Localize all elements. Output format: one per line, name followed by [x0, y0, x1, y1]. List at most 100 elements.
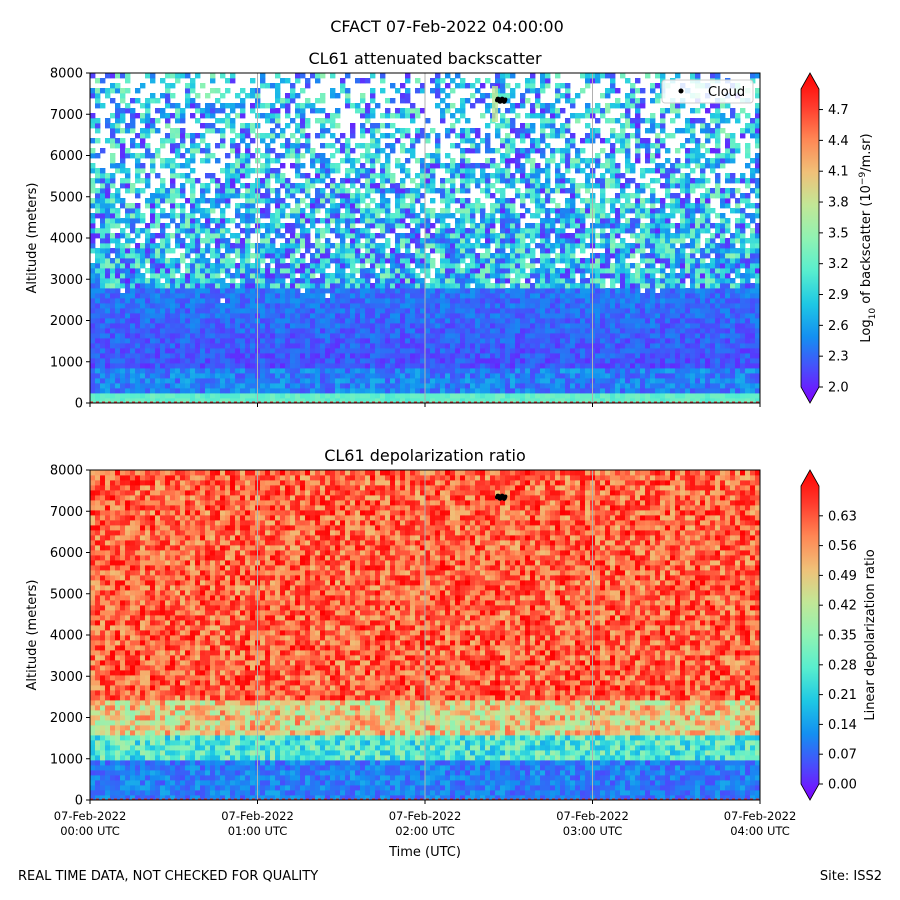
- heatmap-cell: [695, 283, 701, 289]
- heatmap-cell: [275, 318, 281, 324]
- heatmap-cell: [680, 358, 686, 364]
- heatmap-cell: [115, 243, 121, 249]
- heatmap-cell: [595, 323, 601, 329]
- heatmap-cell: [105, 288, 111, 294]
- heatmap-cell: [420, 283, 426, 289]
- heatmap-cell: [420, 258, 426, 264]
- heatmap-cell: [435, 323, 441, 329]
- heatmap-cell: [130, 373, 136, 379]
- heatmap-cell: [595, 218, 601, 224]
- heatmap-cell: [470, 368, 476, 374]
- heatmap-cell: [530, 323, 536, 329]
- heatmap-cell: [215, 308, 221, 314]
- heatmap-cell: [420, 383, 426, 389]
- heatmap-cell: [220, 313, 226, 319]
- heatmap-cell: [180, 283, 186, 289]
- heatmap-cell: [495, 398, 501, 404]
- heatmap-cell: [755, 258, 761, 264]
- heatmap-cell: [225, 283, 231, 289]
- heatmap-cell: [135, 273, 141, 279]
- heatmap-cell: [640, 293, 646, 299]
- heatmap-cell: [335, 228, 341, 234]
- heatmap-cell: [410, 233, 416, 239]
- heatmap-cell: [200, 378, 206, 384]
- heatmap-cell: [160, 248, 166, 254]
- heatmap-cell: [345, 308, 351, 314]
- heatmap-cell: [90, 313, 96, 319]
- heatmap-cell: [375, 383, 381, 389]
- heatmap-cell: [250, 348, 256, 354]
- heatmap-cell: [535, 353, 541, 359]
- heatmap-cell: [725, 303, 731, 309]
- heatmap-cell: [530, 273, 536, 279]
- heatmap-cell: [210, 353, 216, 359]
- heatmap-cell: [90, 298, 96, 304]
- heatmap-cell: [495, 253, 501, 259]
- heatmap-cell: [405, 273, 411, 279]
- heatmap-cell: [420, 293, 426, 299]
- heatmap-cell: [660, 238, 666, 244]
- heatmap-cell: [475, 208, 481, 214]
- heatmap-cell: [370, 393, 376, 399]
- heatmap-cell: [160, 303, 166, 309]
- heatmap-cell: [660, 203, 666, 209]
- heatmap-cell: [545, 253, 551, 259]
- heatmap-cell: [105, 318, 111, 324]
- heatmap-cell: [380, 288, 386, 294]
- heatmap-cell: [200, 358, 206, 364]
- heatmap-cell: [135, 348, 141, 354]
- heatmap-cell: [405, 373, 411, 379]
- heatmap-cell: [695, 323, 701, 329]
- heatmap-cell: [455, 338, 461, 344]
- heatmap-cell: [95, 283, 101, 289]
- heatmap-cell: [685, 358, 691, 364]
- heatmap-cell: [450, 398, 456, 404]
- heatmap-cell: [465, 278, 471, 284]
- heatmap-cell: [595, 388, 601, 394]
- heatmap-cell: [390, 363, 396, 369]
- heatmap-cell: [445, 383, 451, 389]
- heatmap-cell: [570, 218, 576, 224]
- heatmap-cell: [245, 278, 251, 284]
- heatmap-cell: [165, 338, 171, 344]
- heatmap-cell: [545, 293, 551, 299]
- heatmap-cell: [400, 363, 406, 369]
- heatmap-cell: [240, 398, 246, 404]
- heatmap-cell: [120, 218, 126, 224]
- heatmap-cell: [535, 378, 541, 384]
- heatmap-cell: [655, 213, 661, 219]
- heatmap-cell: [660, 333, 666, 339]
- heatmap-cell: [635, 248, 641, 254]
- heatmap-cell: [600, 318, 606, 324]
- heatmap-cell: [615, 303, 621, 309]
- heatmap-cell: [440, 313, 446, 319]
- heatmap-cell: [605, 258, 611, 264]
- heatmap-cell: [105, 273, 111, 279]
- heatmap-cell: [215, 393, 221, 399]
- heatmap-cell: [315, 343, 321, 349]
- heatmap-cell: [625, 378, 631, 384]
- heatmap-cell: [315, 318, 321, 324]
- heatmap-cell: [505, 238, 511, 244]
- heatmap-cell: [550, 358, 556, 364]
- heatmap-cell: [495, 298, 501, 304]
- heatmap-cell: [515, 298, 521, 304]
- heatmap-cell: [520, 273, 526, 279]
- heatmap-cell: [470, 273, 476, 279]
- heatmap-cell: [740, 258, 746, 264]
- heatmap-cell: [100, 398, 106, 404]
- heatmap-cell: [375, 273, 381, 279]
- heatmap-cell: [475, 268, 481, 274]
- heatmap-cell: [90, 328, 96, 334]
- heatmap-cell: [220, 348, 226, 354]
- heatmap-cell: [295, 218, 301, 224]
- heatmap-cell: [470, 338, 476, 344]
- heatmap-cell: [670, 388, 676, 394]
- heatmap-cell: [555, 358, 561, 364]
- heatmap-cell: [150, 348, 156, 354]
- heatmap-cell: [215, 268, 221, 274]
- heatmap-cell: [735, 293, 741, 299]
- heatmap-cell: [420, 398, 426, 404]
- heatmap-cell: [480, 303, 486, 309]
- heatmap-cell: [175, 328, 181, 334]
